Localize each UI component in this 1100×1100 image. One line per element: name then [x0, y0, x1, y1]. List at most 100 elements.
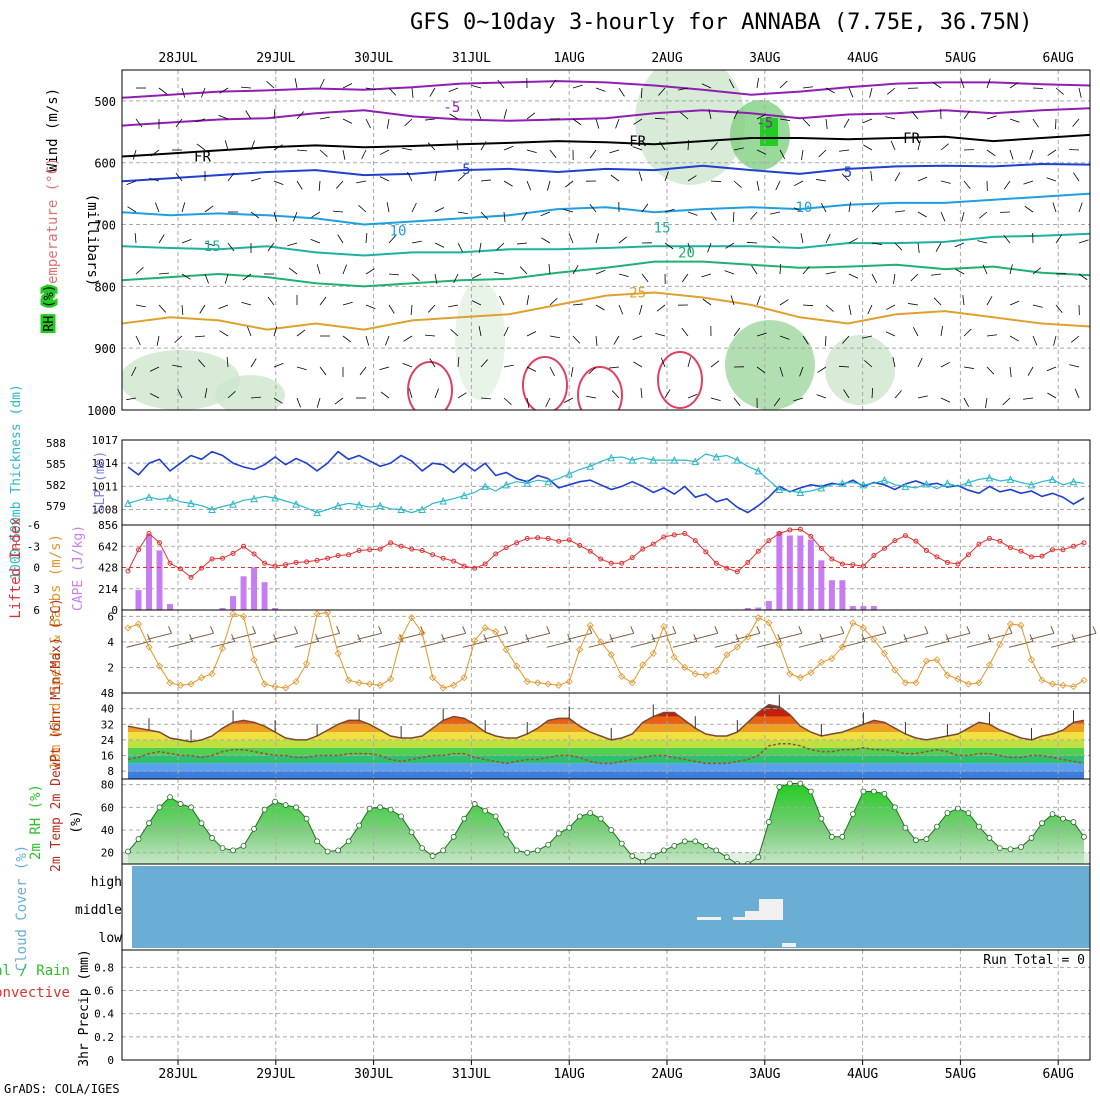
- wind-barb: [982, 264, 988, 275]
- rh-marker: [713, 847, 720, 854]
- cape-bar: [251, 567, 258, 610]
- wind-barb: [589, 203, 597, 213]
- wind-tick-label: 2: [107, 661, 114, 674]
- wind-barb: [779, 263, 782, 275]
- wind-marker: [985, 661, 994, 669]
- wind-barb: [724, 270, 735, 275]
- li-marker: [157, 540, 163, 546]
- wind-barb: [825, 118, 828, 129]
- slp-tick-label: 1008: [92, 504, 119, 517]
- li-marker: [1007, 545, 1013, 551]
- wind-barb: [701, 273, 712, 278]
- wind-barb: [1053, 335, 1057, 346]
- cloud-cell: [733, 917, 745, 920]
- wind-marker: [261, 680, 269, 688]
- wind-barb: [1074, 388, 1080, 399]
- rh-marker: [398, 813, 405, 820]
- li-marker: [388, 540, 394, 546]
- wind-marker: [565, 677, 573, 686]
- wind-barb: [319, 78, 325, 89]
- wind-barb: [978, 211, 988, 219]
- wind-barb: [1047, 392, 1057, 399]
- wind-barb: [503, 364, 514, 368]
- wind-barb-flag: [168, 626, 172, 634]
- rh-shade: [215, 375, 285, 410]
- cape-bar: [240, 576, 247, 610]
- wind-barb: [843, 389, 850, 399]
- wind-barb: [1072, 118, 1080, 127]
- li-marker: [199, 565, 205, 571]
- li-marker: [818, 545, 824, 551]
- wind-barb: [610, 174, 620, 182]
- wind-barb: [793, 180, 804, 187]
- wind-barb: [917, 211, 927, 218]
- wind-barb-flag: [357, 634, 362, 642]
- wind-barb: [985, 397, 988, 408]
- wind-barb: [825, 87, 835, 94]
- wind-barb: [388, 87, 397, 96]
- li-marker: [346, 552, 352, 558]
- cape-ylabel: CAPE (J/kg): [71, 525, 86, 611]
- wind-barb: [710, 211, 717, 221]
- wind-barb: [746, 241, 758, 244]
- wind-barb: [429, 87, 436, 97]
- precip-legend-convective: Convective: [0, 985, 70, 1001]
- wind-barb: [503, 109, 507, 120]
- isotherm-label: 25: [629, 286, 646, 302]
- wind-barb-flag: [273, 634, 278, 642]
- wind-barb: [526, 331, 537, 337]
- wind-barb: [1027, 366, 1034, 376]
- wind-barb: [572, 118, 582, 126]
- wind-barb: [1078, 273, 1088, 281]
- thickness-marker: [838, 479, 847, 487]
- li-marker: [892, 538, 898, 544]
- wind-barb: [480, 211, 489, 220]
- wind-marker: [691, 670, 699, 678]
- li-marker: [986, 535, 992, 541]
- rh-marker: [209, 835, 215, 841]
- li-marker: [209, 556, 215, 562]
- thickness-marker: [502, 480, 511, 489]
- wind-barb: [296, 397, 301, 408]
- rh-marker: [597, 815, 604, 822]
- wind-barb: [613, 335, 620, 345]
- wind-barb: [862, 335, 873, 339]
- wind-barb: [135, 118, 143, 128]
- isotherm-line: [122, 80, 1090, 99]
- wind-barb: [687, 357, 691, 368]
- wind-barb-flag: [462, 626, 467, 634]
- li-marker: [619, 560, 625, 566]
- thickness-tick-label: 582: [46, 479, 66, 492]
- wind-marker: [292, 677, 300, 686]
- wind-marker: [754, 614, 762, 622]
- rh-marker: [944, 810, 951, 816]
- wind-barb: [961, 211, 965, 222]
- thickness-marker: [124, 499, 132, 507]
- pressure-tick-label: 900: [94, 342, 116, 356]
- li-marker: [724, 565, 730, 571]
- wind-barb: [611, 390, 620, 399]
- rh-marker: [356, 822, 363, 829]
- wind-barb: [882, 640, 908, 648]
- cape-bar: [807, 539, 814, 610]
- li-tick-label: -3: [27, 540, 40, 553]
- wind-barb: [457, 242, 463, 253]
- thickness-marker: [922, 479, 931, 488]
- wind-barb: [756, 295, 761, 306]
- wind-barb: [386, 202, 390, 213]
- rh-marker: [608, 827, 615, 833]
- wind-marker: [303, 660, 311, 668]
- li-marker: [556, 538, 562, 544]
- wind-barb-flag: [189, 634, 193, 642]
- precip-panel: 0 0.2 0.4 0.6 0.8 Run Total = 0 3hr Precip (mm…: [0, 949, 1091, 1067]
- li-marker: [272, 563, 278, 569]
- wind-barb: [843, 118, 850, 128]
- rh-marker: [534, 847, 541, 854]
- rh-marker: [797, 780, 804, 787]
- wind-ylabel: 10m Wind Speed & Barbs (m/s): [48, 534, 64, 770]
- wind-barb: [816, 394, 827, 399]
- wind-barb: [867, 304, 873, 315]
- wind-barb: [630, 640, 655, 648]
- wind-barb: [894, 242, 903, 251]
- wind-barb: [526, 180, 532, 191]
